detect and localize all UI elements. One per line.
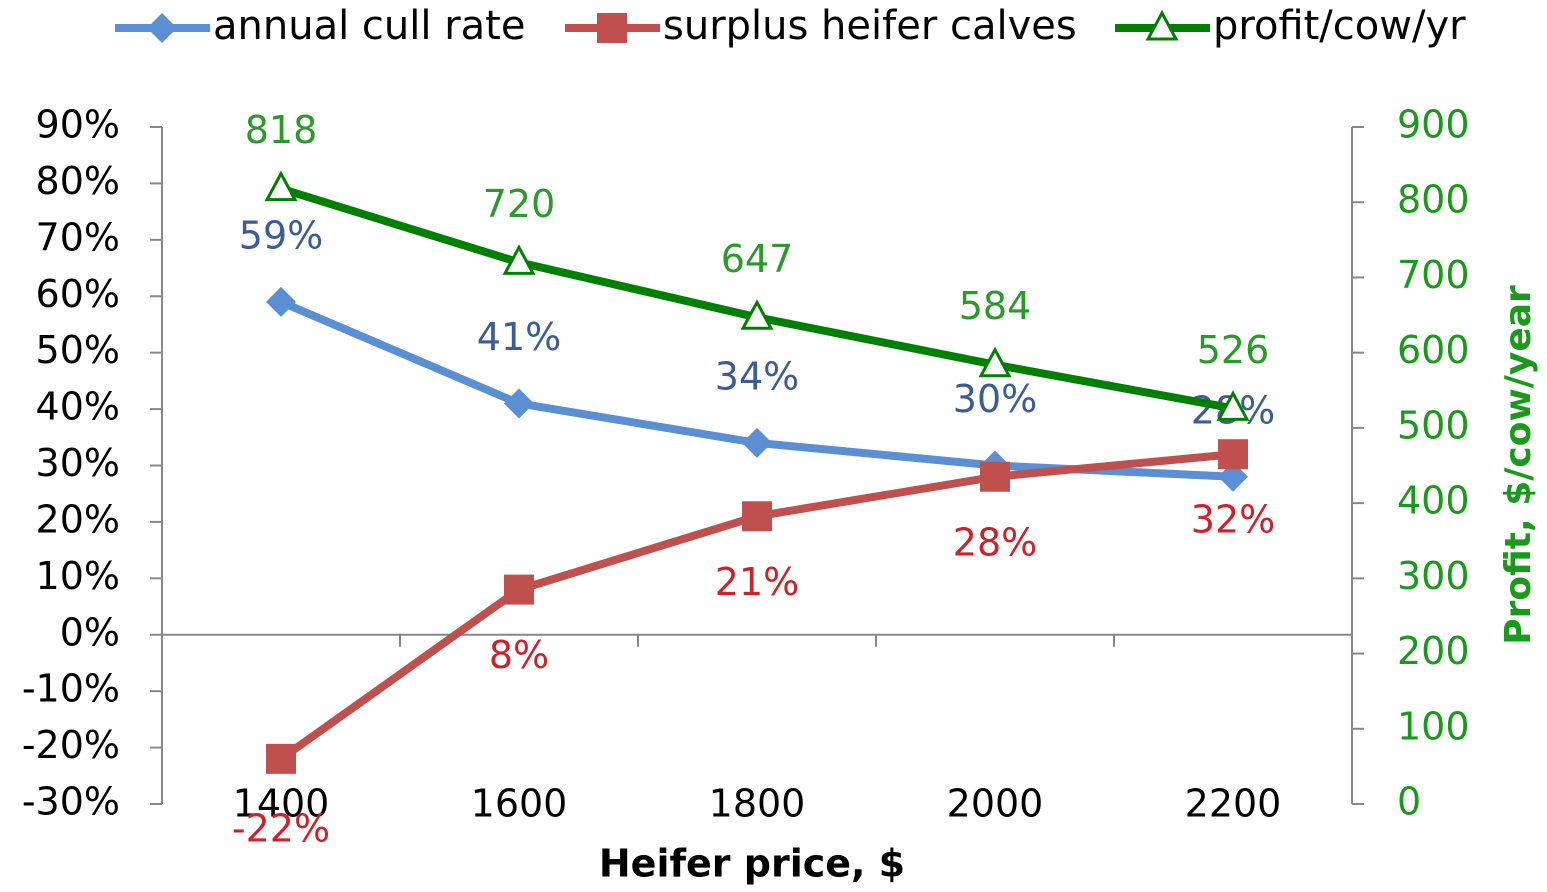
- data-label: 21%: [715, 560, 799, 604]
- data-point: [1216, 390, 1250, 421]
- legend-label: annual cull rate: [213, 3, 525, 49]
- data-point: [502, 244, 536, 275]
- y2-tick-label: 900: [1397, 103, 1470, 147]
- data-point: [504, 388, 534, 419]
- y-tick-label: 70%: [36, 215, 120, 259]
- y2-tick-label: 700: [1397, 253, 1470, 297]
- y-tick-label: 90%: [36, 103, 120, 147]
- data-label: 8%: [489, 633, 549, 677]
- data-label: 818: [245, 108, 318, 152]
- legend-label: surplus heifer calves: [663, 3, 1077, 49]
- y-tick-label: 80%: [36, 159, 120, 203]
- y-tick-label: 10%: [36, 554, 120, 598]
- series-line: [278, 450, 1234, 763]
- data-label: 41%: [477, 315, 561, 359]
- y-tick-label: -10%: [22, 667, 120, 711]
- data-label: 28%: [953, 520, 1037, 564]
- data-label: -22%: [232, 806, 330, 850]
- data-point: [266, 743, 296, 774]
- y-tick-label: -20%: [22, 723, 120, 767]
- y-tick-label: -30%: [22, 780, 120, 824]
- y2-tick-label: 100: [1397, 704, 1470, 748]
- data-point: [740, 299, 774, 330]
- data-point: [264, 170, 298, 202]
- data-point: [742, 427, 772, 458]
- y2-tick-label: 200: [1397, 629, 1470, 673]
- x-tick-label: 2000: [947, 782, 1044, 826]
- legend-marker: [597, 13, 627, 43]
- legend-label: profit/cow/yr: [1213, 3, 1466, 49]
- data-label: 32%: [1191, 498, 1275, 542]
- data-point: [266, 286, 296, 317]
- data-point: [1218, 461, 1248, 492]
- data-point: [504, 574, 534, 605]
- x-tick-label: 1600: [471, 782, 568, 826]
- x-tick-label: 1800: [709, 782, 806, 826]
- y2-tick-label: 600: [1397, 328, 1470, 372]
- legend-marker: [147, 13, 177, 43]
- data-point: [1218, 439, 1248, 470]
- y-tick-label: 20%: [36, 497, 120, 541]
- y-tick-label: 60%: [36, 272, 120, 316]
- y2-axis-label: Profit, $/cow/year: [1498, 285, 1539, 645]
- data-point: [742, 501, 772, 532]
- data-label: 584: [959, 284, 1032, 328]
- y-tick-label: 50%: [36, 328, 120, 372]
- data-label: 59%: [239, 213, 323, 257]
- data-point: [980, 461, 1010, 492]
- y2-tick-label: 800: [1397, 178, 1470, 222]
- x-tick-label: 2200: [1185, 782, 1282, 826]
- y2-tick-label: 500: [1397, 403, 1470, 447]
- x-tick-label: 1400: [233, 782, 330, 826]
- data-label: 34%: [715, 354, 799, 398]
- x-axis-label: Heifer price, $: [599, 842, 905, 886]
- legend-marker: [1145, 9, 1179, 41]
- y-tick-label: 40%: [36, 385, 120, 429]
- y2-tick-label: 300: [1397, 554, 1470, 598]
- data-label: 30%: [953, 377, 1037, 421]
- y2-tick-label: 0: [1397, 780, 1421, 824]
- data-label: 526: [1197, 328, 1270, 372]
- y-tick-label: 30%: [36, 441, 120, 485]
- y-tick-label: 0%: [60, 610, 120, 654]
- data-label: 720: [483, 182, 556, 226]
- data-label: 647: [721, 237, 794, 281]
- y2-tick-label: 400: [1397, 479, 1470, 523]
- data-point: [978, 346, 1012, 378]
